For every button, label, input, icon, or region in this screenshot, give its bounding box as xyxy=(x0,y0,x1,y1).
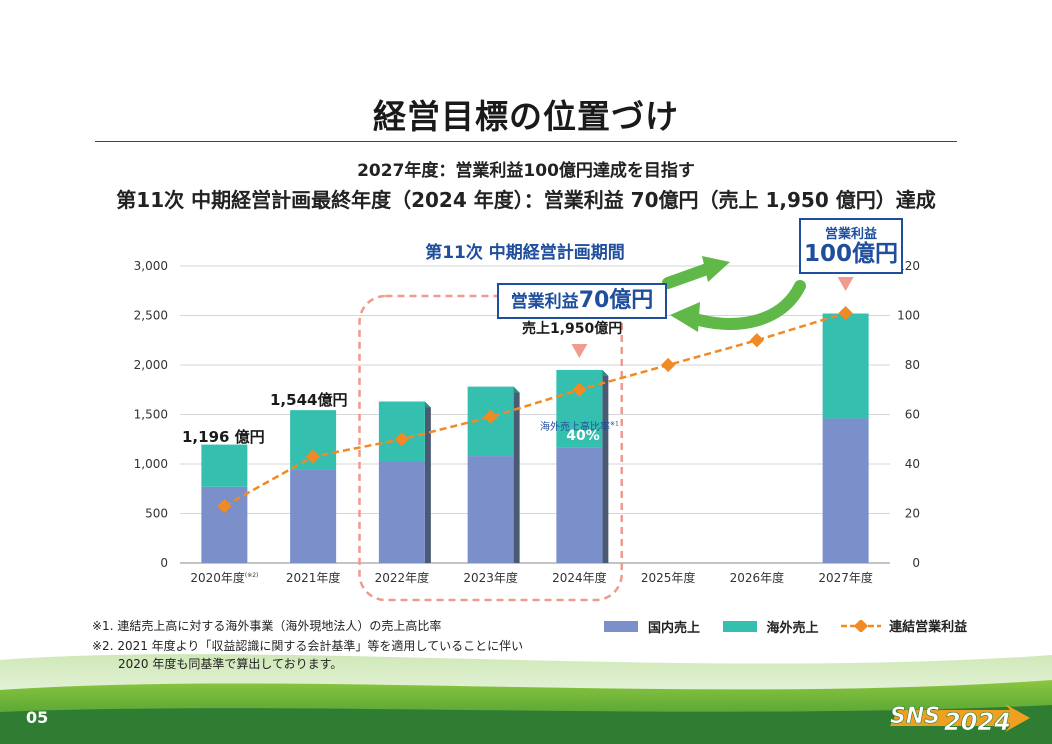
profit-point xyxy=(749,333,764,348)
x-tick-label: 2026年度 xyxy=(730,570,785,585)
bar-total-label-2021: 1,544億円 xyxy=(270,391,348,409)
y-left-tick-label: 2,000 xyxy=(134,358,168,372)
legend-profit-swatch xyxy=(841,619,882,632)
x-tick-label: 2027年度 xyxy=(818,570,873,585)
y-left-tick-label: 0 xyxy=(160,556,168,570)
callout-100-prefix: 営業利益 xyxy=(824,227,877,242)
x-tick-label: 2022年度 xyxy=(375,570,430,585)
sns2024-logo: SNS 2024 xyxy=(890,704,1030,736)
growth-arrow-curve xyxy=(686,280,806,330)
growth-arrow-curve-head xyxy=(670,302,700,332)
legend-profit-label: 連結営業利益 xyxy=(889,620,968,635)
bar-overseas xyxy=(378,401,425,462)
overseas-ratio-text: 海外売上高比率 xyxy=(540,422,610,433)
y-left-tick-label: 500 xyxy=(145,507,168,521)
bar-overseas xyxy=(822,313,869,419)
y-right-tick-label: 80 xyxy=(905,358,920,372)
bar-depth-side xyxy=(424,401,431,563)
bar-domestic xyxy=(378,461,425,563)
profit-point xyxy=(217,499,232,514)
logo-year: 2024 xyxy=(944,708,1011,736)
legend-profit: 連結営業利益 xyxy=(841,616,967,635)
bar-total-label-2024: 売上1,950億円 xyxy=(522,321,623,337)
growth-arrow-up-head xyxy=(702,256,730,282)
overseas-ratio-note-mark: ※1 xyxy=(610,420,619,428)
y-right-tick-label: 40 xyxy=(905,457,920,471)
overseas-ratio-value: 40% xyxy=(566,428,600,444)
page-title: 経営目標の位置づけ xyxy=(373,97,679,136)
footnote-2-cont: 2020 年度も同基準で算出しております。 xyxy=(118,657,343,671)
y-left-tick-label: 2,500 xyxy=(134,309,168,323)
x-tick-label: 2020年度(※2) xyxy=(190,570,258,585)
bar-total-label-2020: 1,196 億円 xyxy=(182,428,265,446)
bar-domestic xyxy=(556,447,603,563)
subtitle-goal-2024: 第11次 中期経営計画最終年度（2024 年度）：営業利益 70億円（売上 1,… xyxy=(116,188,936,212)
profit-point xyxy=(838,305,853,321)
callout-70-value: 70億円 xyxy=(578,288,654,313)
profit-point xyxy=(661,357,676,373)
logo-brand: SNS xyxy=(890,704,940,729)
bar-depth-side xyxy=(602,369,609,563)
y-left-tick-label: 1,000 xyxy=(134,457,168,471)
legend-domestic: 国内売上 xyxy=(604,617,700,636)
x-tick-label: 2021年度 xyxy=(286,570,341,585)
chart-legend: 国内売上 海外売上 連結営業利益 xyxy=(604,616,985,636)
y-right-tick-label: 60 xyxy=(905,408,920,422)
callout-70-prefix: 営業利益 xyxy=(510,292,579,312)
profit-point xyxy=(572,382,587,397)
legend-overseas-label: 海外売上 xyxy=(766,620,819,636)
plan-period-label: 第11次 中期経営計画期間 xyxy=(425,243,625,263)
profit-point xyxy=(306,449,321,464)
footnote-1: ※1. 連結売上高に対する海外事業（海外現地法人）の売上高比率 xyxy=(92,619,442,633)
pointer-2027 xyxy=(837,277,854,291)
subtitle-goal-2027: 2027年度：営業利益100億円達成を目指す xyxy=(357,161,695,181)
x-tick-label: 2023年度 xyxy=(463,570,518,585)
legend-domestic-label: 国内売上 xyxy=(648,620,701,636)
page-number: 05 xyxy=(26,708,49,727)
growth-arrow-up xyxy=(662,262,716,289)
legend-overseas-swatch xyxy=(722,620,757,632)
bar-domestic xyxy=(467,456,514,563)
bar-depth-side xyxy=(513,386,520,563)
legend-overseas: 海外売上 xyxy=(722,617,819,636)
x-tick-label: 2024年度 xyxy=(552,570,607,585)
y-right-tick-label: 20 xyxy=(905,507,920,521)
y-left-tick-label: 1,500 xyxy=(134,408,168,422)
legend-domestic-swatch xyxy=(604,620,638,632)
callout-100-value: 100億円 xyxy=(803,241,898,267)
pointer-2024 xyxy=(571,344,588,358)
overseas-ratio-label: 海外売上高比率※1 xyxy=(540,418,619,433)
profit-100-callout: 営業利益 100億円 xyxy=(799,218,903,274)
x-tick-label: 2025年度 xyxy=(641,570,696,585)
y-right-tick-label: 0 xyxy=(912,556,920,570)
y-left-tick-label: 3,000 xyxy=(134,259,168,273)
y-right-tick-label: 100 xyxy=(897,309,920,323)
bar-domestic xyxy=(290,469,337,563)
plan-period-box xyxy=(358,294,623,602)
profit-point xyxy=(483,409,498,425)
profit-70-callout: 営業利益70億円 xyxy=(497,283,667,319)
profit-point xyxy=(394,432,409,447)
footnote-2: ※2. 2021 年度より「収益認識に関する会計基準」等を適用していることに伴い xyxy=(92,639,524,653)
bar-overseas xyxy=(201,444,248,487)
title-divider xyxy=(95,141,957,142)
profit-line xyxy=(223,311,846,508)
bar-domestic xyxy=(822,418,869,563)
